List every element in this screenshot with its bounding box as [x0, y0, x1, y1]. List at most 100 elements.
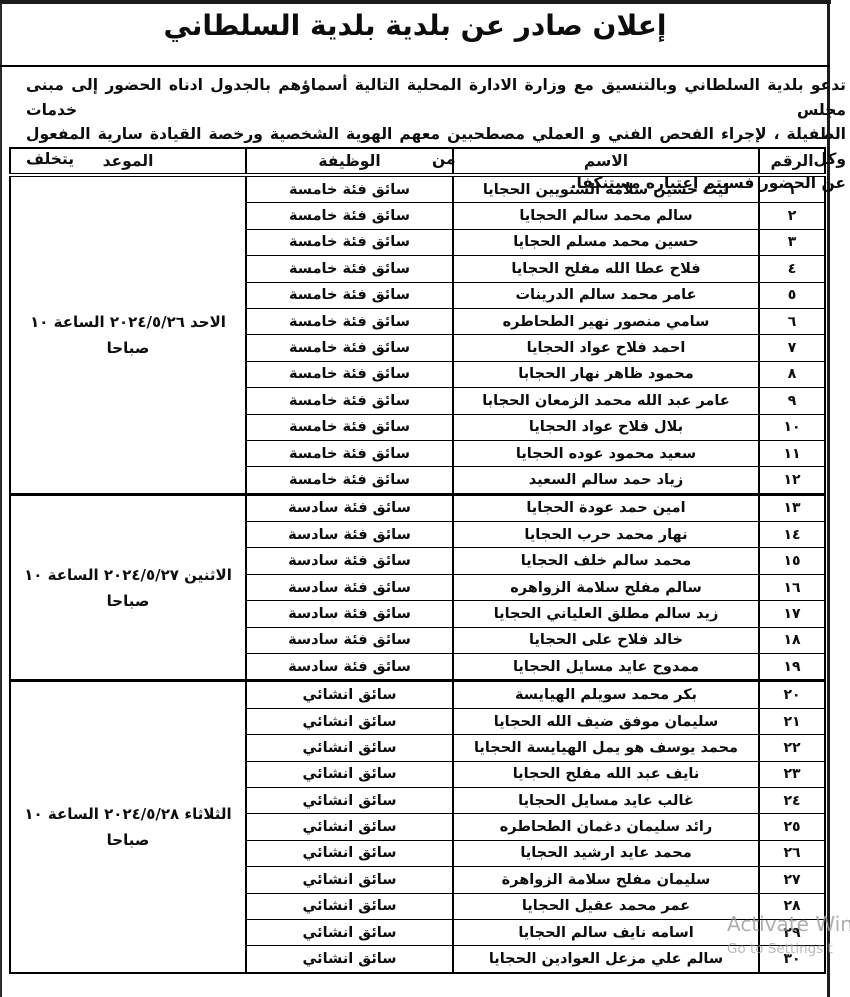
row-number-cell: ١٩: [758, 653, 826, 682]
job-cell: سائق فئة خامسة: [245, 334, 454, 362]
appointment-time-suffix: صباحا: [106, 591, 150, 610]
row-number-cell: ٢٨: [758, 892, 826, 920]
table-row: ٨ محمود ظاهر نهار الحجابا سائق فئة خامسة: [10, 360, 826, 389]
job-cell: سائق فئة خامسة: [245, 307, 454, 336]
title-divider: [0, 65, 830, 67]
row-number-cell: ٢: [758, 202, 826, 230]
row-number-cell: ٢٣: [758, 760, 826, 788]
schedule-table: الرقم الاسم الوظيفة الموعد ١ ليث حسين سلا…: [9, 147, 826, 974]
name-cell: سليمان موفق ضيف الله الحجايا: [452, 707, 760, 736]
row-number-cell: ٦: [758, 307, 826, 336]
name-cell: محمد عايد ارشيد الحجايا: [452, 839, 760, 868]
job-cell: سائق فئة خامسة: [245, 281, 454, 309]
appointment-date: الاحد ‭٢٠٢٤/٥/٢٦‬ الساعة ١٠: [30, 312, 226, 331]
name-cell: رائد سليمان دغمان الطحاطره: [452, 813, 760, 841]
name-cell: نايف عبد الله مفلح الحجايا: [452, 760, 760, 788]
job-cell: سائق انشائي: [245, 839, 454, 868]
job-cell: سائق فئة خامسة: [245, 413, 454, 441]
name-cell: بكر محمد سويلم الهيايسة: [452, 679, 760, 709]
job-cell: سائق فئة خامسة: [245, 439, 454, 468]
job-cell: سائق انشائي: [245, 679, 454, 709]
row-number-cell: ١٣: [758, 492, 826, 523]
table-row: ١٩ ممدوح عايد مسايل الحجايا سائق فئة سادسة: [10, 653, 826, 682]
appointment-date: الاثنين ‭٢٠٢٤/٥/٢٧‬ الساعة ١٠: [24, 565, 232, 584]
name-cell: زياد حمد سالم السعيد: [452, 466, 760, 495]
table-row: ٤ فلاح عطا الله مفلح الحجايا سائق فئة خامس…: [10, 255, 826, 283]
row-number-cell: ١٧: [758, 600, 826, 628]
name-cell: سالم مفلح سلامة الزواهره: [452, 573, 760, 602]
row-number-cell: ٨: [758, 360, 826, 389]
row-number-cell: ٢٩: [758, 918, 826, 947]
row-number-cell: ٢٠: [758, 679, 826, 709]
table-row: ٣٠ سالم علي مزعل العوادين الحجايا سائق انش…: [10, 945, 826, 974]
table-row: ٩ عامر عبد الله محمد الزمعان الحجابا سائق …: [10, 387, 826, 415]
job-cell: سائق فئة سادسة: [245, 626, 454, 655]
name-cell: اسامه نايف سالم الحجايا: [452, 918, 760, 947]
job-cell: سائق فئة خامسة: [245, 387, 454, 415]
page-left-border: [0, 3, 2, 997]
row-number-cell: ٥: [758, 281, 826, 309]
row-number-cell: ٣٠: [758, 945, 826, 974]
name-cell: خالد فلاح على الحجايا: [452, 626, 760, 655]
name-cell: بلال فلاح عواد الحجايا: [452, 413, 760, 441]
table-row: ٢٢ محمد يوسف هو يمل الهيايسة الحجايا سائق …: [10, 734, 826, 762]
job-cell: سائق فئة سادسة: [245, 653, 454, 682]
name-cell: ليث حسين سلامه الشتويين الحجايا: [452, 173, 760, 204]
col-header-number: الرقم: [758, 147, 826, 177]
table-row: ١١ سعيد محمود عوده الحجايا سائق فئة خامسة: [10, 439, 826, 468]
row-number-cell: ٢٧: [758, 866, 826, 894]
name-cell: سالم محمد سالم الحجايا: [452, 202, 760, 230]
row-number-cell: ١٥: [758, 547, 826, 575]
row-number-cell: ٩: [758, 387, 826, 415]
name-cell: سليمان مفلح سلامة الزواهرة: [452, 866, 760, 894]
col-header-name: الاسم: [452, 147, 760, 177]
name-cell: نهار محمد حرب الحجايا: [452, 521, 760, 549]
row-number-cell: ٢٦: [758, 839, 826, 868]
name-cell: ممدوح عايد مسايل الحجايا: [452, 653, 760, 682]
job-cell: سائق فئة سادسة: [245, 547, 454, 575]
col-header-job: الوظيفة: [245, 147, 454, 177]
name-cell: عامر محمد سالم الدرينات: [452, 281, 760, 309]
table-row: ١٣ امين حمد عودة الحجايا سائق فئة سادسة الا…: [9, 492, 826, 682]
table-row: ١٠ بلال فلاح عواد الحجايا سائق فئة خامسة: [10, 413, 826, 441]
table-row: ١٤ نهار محمد حرب الحجايا سائق فئة سادسة: [10, 521, 826, 549]
table-row: ٧ احمد فلاح عواد الحجايا سائق فئة خامسة: [10, 334, 826, 362]
name-cell: غالب عايد مسايل الحجايا: [452, 786, 760, 815]
table-row: ١٧ زيد سالم مطلق العلياني الحجايا سائق فئة…: [10, 600, 826, 628]
table-row: ٢ سالم محمد سالم الحجايا سائق فئة خامسة: [10, 202, 826, 230]
name-cell: محمد سالم خلف الحجايا: [452, 547, 760, 575]
row-number-cell: ٢٢: [758, 734, 826, 762]
table-row: ٦ سامي منصور نهير الطحاطره سائق فئة خامسة: [10, 307, 826, 336]
name-cell: عامر عبد الله محمد الزمعان الحجابا: [452, 387, 760, 415]
job-cell: سائق انشائي: [245, 813, 454, 841]
job-cell: سائق انشائي: [245, 918, 454, 947]
job-cell: سائق انشائي: [245, 734, 454, 762]
appointment-time-suffix: صباحا: [106, 338, 150, 357]
page-right-border: [827, 0, 830, 997]
name-cell: احمد فلاح عواد الحجايا: [452, 334, 760, 362]
row-number-cell: ٢٤: [758, 786, 826, 815]
page-title: إعلان صادر عن بلدية بلدية السلطاني: [163, 9, 667, 42]
row-number-cell: ١١: [758, 439, 826, 468]
job-cell: سائق فئة سادسة: [245, 573, 454, 602]
row-number-cell: ١٠: [758, 413, 826, 441]
appointment-date-cell: الاحد ‭٢٠٢٤/٥/٢٦‬ الساعة ١٠ صباحا: [9, 173, 247, 495]
table-row: ٢٠ بكر محمد سويلم الهيايسة سائق انشائي الثل…: [9, 679, 826, 974]
name-cell: سعيد محمود عوده الحجايا: [452, 439, 760, 468]
name-cell: سامي منصور نهير الطحاطره: [452, 307, 760, 336]
row-number-cell: ٧: [758, 334, 826, 362]
appointment-time-suffix: صباحا: [106, 831, 150, 850]
job-cell: سائق فئة سادسة: [245, 600, 454, 628]
name-cell: عمر محمد عقيل الحجايا: [452, 892, 760, 920]
job-cell: سائق انشائي: [245, 866, 454, 894]
table-header-row: الرقم الاسم الوظيفة الموعد: [9, 147, 826, 177]
row-number-cell: ٢٥: [758, 813, 826, 841]
table-row: ١ ليث حسين سلامه الشتويين الحجايا سائق فئة…: [9, 173, 826, 495]
job-cell: سائق انشائي: [245, 707, 454, 736]
job-cell: سائق انشائي: [245, 892, 454, 920]
name-cell: محمود ظاهر نهار الحجابا: [452, 360, 760, 389]
row-number-cell: ١٨: [758, 626, 826, 655]
name-cell: محمد يوسف هو يمل الهيايسة الحجايا: [452, 734, 760, 762]
table-row: ٢٦ محمد عايد ارشيد الحجايا سائق انشائي: [10, 839, 826, 868]
